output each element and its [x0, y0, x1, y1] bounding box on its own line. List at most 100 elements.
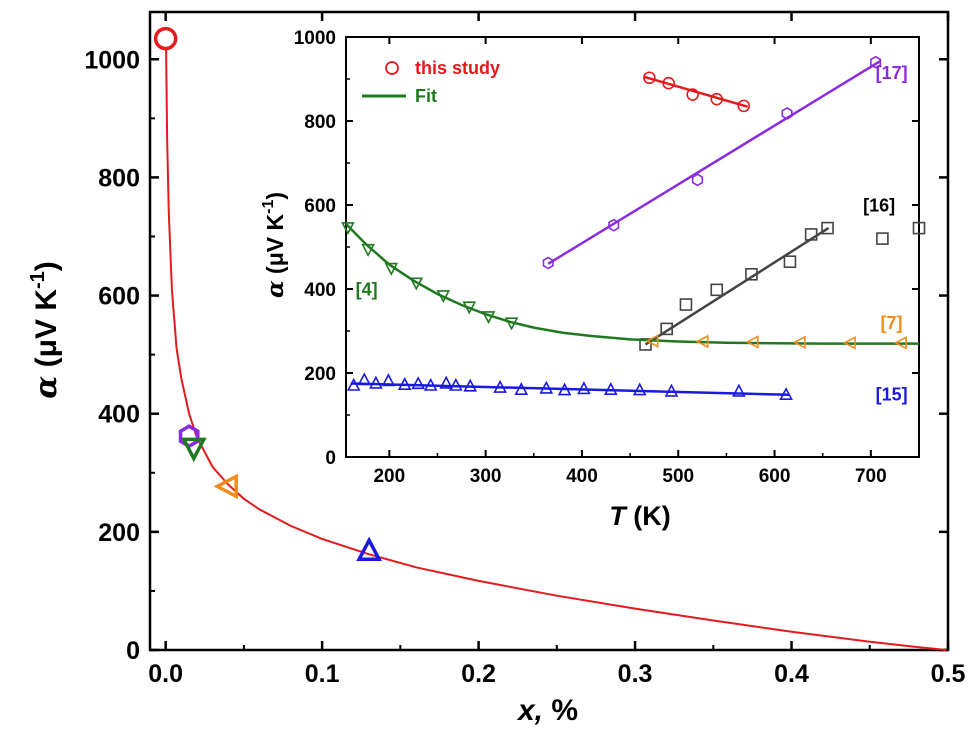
- inset-y-tick-label: 600: [304, 196, 336, 217]
- inset-fit-line: [644, 227, 830, 346]
- inset-data-point: [504, 317, 519, 331]
- main-axis-ticks: 0.0 0.1 0.2 0.3 0.4 0.5 0 200 400 600 800 1000: [84, 12, 965, 688]
- inset-y-tick-label: 1000: [294, 28, 336, 49]
- inset-data-point: [603, 382, 618, 396]
- main-plot: 0.0 0.1 0.2 0.3 0.4 0.5 0 200 400 600 800 1000 x, %…: [27, 10, 965, 727]
- inset-y-axis-unit: (μV K: [262, 213, 288, 280]
- main-x-tick-label: 0.3: [618, 660, 653, 688]
- inset-data-point: [821, 221, 834, 235]
- inset-y-tick-label: 0: [325, 448, 336, 469]
- main-x-tick-label: 0.1: [305, 660, 340, 688]
- inset-x-axis-label: T (K): [609, 501, 670, 531]
- inset-x-tick-label: 200: [373, 466, 405, 487]
- inset-y-tick-label: 200: [304, 364, 336, 385]
- inset-data-point: [341, 222, 355, 236]
- inset-reference-label: [4]: [356, 279, 378, 299]
- inset-data-point: [369, 375, 383, 389]
- inset-x-axis-variable: T: [609, 501, 628, 531]
- inset-data-point: [361, 243, 375, 257]
- inset-data-point: [632, 382, 647, 396]
- inset-data-point: [423, 377, 438, 391]
- main-data-marker: [213, 473, 238, 500]
- inset-reference-label: [16]: [863, 195, 895, 215]
- inset-data-point: [346, 377, 361, 391]
- main-y-axis-label: α (μV K-1): [27, 261, 64, 399]
- inset-data-point: [842, 335, 856, 350]
- inset-data-point: [737, 99, 751, 113]
- legend-label: this study: [415, 58, 500, 78]
- inset-series-group: [645, 334, 907, 350]
- inset-data-point: [384, 262, 399, 276]
- main-x-tick-label: 0.0: [148, 660, 183, 688]
- inset-data-point: [745, 335, 759, 349]
- main-y-axis-exponent: -1: [27, 271, 49, 289]
- inset-data-point: [481, 311, 496, 325]
- inset-data-point: [783, 255, 797, 269]
- inset-series-group: [346, 372, 793, 401]
- main-y-tick-label: 600: [98, 283, 140, 311]
- inset-data-point: [710, 283, 724, 297]
- inset-y-axis-label: α (μV K-1): [260, 192, 289, 298]
- main-data-marker: [180, 437, 207, 463]
- main-x-tick-label: 0.5: [931, 660, 966, 688]
- inset-data-point: [912, 221, 926, 235]
- inset-fit-line: [350, 382, 790, 397]
- main-data-marker: [153, 26, 178, 51]
- inset-data-point: [876, 232, 889, 245]
- main-x-tick-label: 0.2: [461, 660, 496, 688]
- inset-data-point: [397, 376, 412, 391]
- inset-x-tick-label: 300: [470, 466, 502, 487]
- main-y-tick-label: 200: [98, 519, 140, 547]
- legend-label: Fit: [415, 86, 437, 106]
- inset-data-point: [732, 383, 746, 397]
- inset-y-axis-close: ): [262, 192, 288, 200]
- inset-annotations: [17] [16] [4] [7] [15]: [356, 63, 908, 404]
- main-fit-line: [165, 47, 947, 651]
- inset-data-point: [710, 92, 724, 106]
- inset-y-axis-exponent: -1: [260, 200, 277, 214]
- inset-data-point: [514, 382, 529, 396]
- inset-series-group: [542, 55, 882, 270]
- inset-x-axis-unit: (K): [626, 501, 671, 531]
- inset-x-tick-label: 500: [662, 466, 694, 487]
- inset-data-point: [781, 106, 793, 120]
- main-y-tick-label: 400: [98, 401, 140, 429]
- inset-data-point: [608, 218, 620, 232]
- inset-data-point: [893, 335, 907, 350]
- inset-x-tick-label: 600: [759, 466, 791, 487]
- inset-data-point: [804, 228, 818, 241]
- inset-series: [341, 55, 926, 401]
- inset-fit-line: [547, 59, 882, 265]
- inset-data-point: [577, 381, 591, 395]
- inset-data-point: [542, 256, 554, 270]
- inset-fit-line: [345, 223, 919, 345]
- main-fit-curve: [165, 47, 947, 651]
- inset-reference-label: [15]: [876, 384, 908, 404]
- inset-data-point: [792, 335, 806, 350]
- inset-data-point: [870, 55, 882, 69]
- main-y-axis-unit: (μV K: [30, 289, 63, 376]
- inset-data-point: [557, 382, 572, 396]
- inset-data-point: [664, 383, 679, 397]
- inset-data-point: [645, 334, 659, 348]
- main-y-axis-close: ): [30, 261, 63, 271]
- main-data-marker: [178, 424, 200, 449]
- inset-plot: 200 300 400 500 600 700 0 200 400 600 800 1000 [17]…: [260, 28, 926, 531]
- main-y-tick-label: 1000: [84, 46, 140, 74]
- main-x-axis-label: x, %: [516, 694, 578, 727]
- main-data-marker: [356, 536, 382, 562]
- inset-reference-label: [7]: [880, 313, 902, 333]
- inset-data-point: [660, 322, 673, 336]
- inset-fit-line: [644, 75, 748, 108]
- main-x-tick-label: 0.4: [774, 660, 809, 688]
- inset-data-point: [493, 379, 507, 393]
- inset-data-point: [463, 378, 478, 392]
- inset-data-point: [745, 267, 758, 281]
- inset-data-point: [357, 372, 372, 386]
- inset-data-point: [436, 290, 451, 304]
- inset-y-tick-label: 400: [304, 280, 336, 301]
- main-markers: [153, 26, 382, 562]
- inset-reference-label: [17]: [876, 63, 908, 83]
- inset-data-point: [462, 301, 477, 315]
- main-x-axis-unit: %: [543, 694, 578, 727]
